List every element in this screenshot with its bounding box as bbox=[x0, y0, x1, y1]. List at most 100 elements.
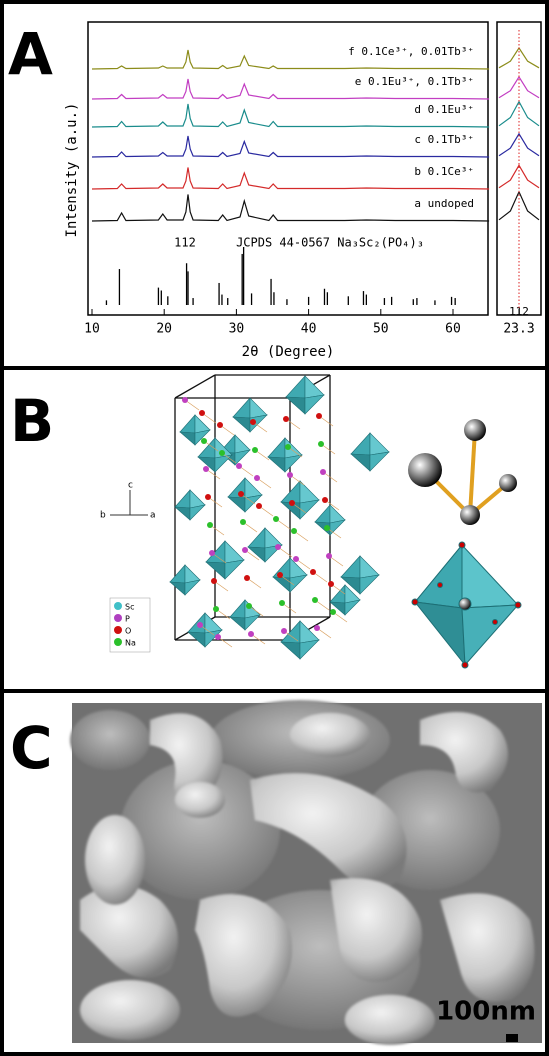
octahedron bbox=[225, 560, 244, 579]
sem-micrograph bbox=[70, 700, 542, 1045]
atom bbox=[322, 497, 328, 503]
x-axis-label: 2θ (Degree) bbox=[242, 344, 335, 360]
legend-label: c 0.1Tb³⁺ bbox=[414, 133, 474, 146]
legend-swatch bbox=[114, 626, 122, 634]
octahedron bbox=[268, 438, 285, 458]
octahedron bbox=[225, 541, 244, 563]
atom bbox=[254, 475, 260, 481]
octahedron bbox=[180, 415, 195, 433]
atom bbox=[310, 569, 316, 575]
octahedron bbox=[273, 577, 290, 592]
octahedron bbox=[190, 505, 205, 520]
atom bbox=[314, 625, 320, 631]
atom bbox=[293, 556, 299, 562]
atom bbox=[312, 597, 318, 603]
atom-legend: ScPONa bbox=[110, 598, 150, 652]
legend-label: a undoped bbox=[414, 197, 474, 210]
atom bbox=[207, 522, 213, 528]
atom bbox=[318, 441, 324, 447]
atom bbox=[246, 603, 252, 609]
x-tick-label: 40 bbox=[301, 322, 317, 337]
atom bbox=[182, 397, 188, 403]
atom bbox=[219, 450, 225, 456]
x-tick-label: 50 bbox=[373, 322, 389, 337]
octahedron bbox=[305, 376, 324, 398]
atom bbox=[291, 528, 297, 534]
octahedron bbox=[230, 617, 245, 630]
octahedron bbox=[170, 565, 185, 583]
atom bbox=[287, 472, 293, 478]
legend-swatch bbox=[114, 602, 122, 610]
legend-swatch bbox=[114, 638, 122, 646]
crystal-structure bbox=[170, 375, 389, 659]
octahedron bbox=[305, 395, 324, 414]
panel-label: A bbox=[8, 20, 53, 88]
atom bbox=[320, 469, 326, 475]
atom bbox=[275, 544, 281, 550]
octahedron bbox=[360, 575, 379, 594]
atom bbox=[281, 628, 287, 634]
atom bbox=[240, 519, 246, 525]
po4-cluster bbox=[408, 419, 517, 525]
atom bbox=[209, 550, 215, 556]
axis-label: c bbox=[128, 481, 133, 491]
axis-indicator bbox=[110, 490, 148, 515]
legend-label: e 0.1Eu³⁺, 0.1Tb³⁺ bbox=[355, 75, 474, 88]
sc-octahedron bbox=[412, 542, 521, 668]
octahedron bbox=[300, 640, 319, 659]
octahedron bbox=[170, 582, 185, 595]
atom bbox=[215, 634, 221, 640]
atom bbox=[236, 463, 242, 469]
inset-trace bbox=[499, 48, 539, 68]
atom bbox=[205, 494, 211, 500]
octahedron bbox=[180, 432, 195, 445]
legend-label: Sc bbox=[125, 603, 134, 612]
atom bbox=[277, 572, 283, 578]
atom bbox=[285, 444, 291, 450]
unit-cell-edge bbox=[175, 375, 215, 398]
octahedron bbox=[341, 556, 360, 578]
legend-label: O bbox=[125, 627, 131, 636]
octahedron bbox=[285, 455, 302, 472]
panel-label: B bbox=[10, 387, 54, 455]
octahedron bbox=[175, 490, 190, 508]
octahedron bbox=[286, 376, 305, 398]
atom bbox=[248, 631, 254, 637]
octahedron bbox=[175, 507, 190, 520]
octahedron bbox=[330, 520, 345, 535]
peak-label: 112 bbox=[174, 236, 196, 250]
atom bbox=[326, 553, 332, 559]
legend-label: b 0.1Ce³⁺ bbox=[414, 165, 474, 178]
atom bbox=[203, 466, 209, 472]
legend-label: P bbox=[125, 615, 130, 624]
atom bbox=[283, 416, 289, 422]
atom bbox=[279, 600, 285, 606]
atom bbox=[213, 606, 219, 612]
octahedron bbox=[268, 457, 285, 472]
octahedron bbox=[281, 642, 300, 659]
octahedron bbox=[235, 450, 250, 465]
atom bbox=[324, 525, 330, 531]
x-tick-label: 30 bbox=[229, 322, 245, 337]
octahedron bbox=[360, 556, 379, 578]
atom bbox=[316, 413, 322, 419]
octahedron bbox=[351, 433, 370, 455]
atom bbox=[256, 503, 262, 509]
x-tick-label: 10 bbox=[84, 322, 100, 337]
octahedron bbox=[315, 505, 330, 523]
octahedron bbox=[233, 417, 250, 432]
octahedron bbox=[185, 580, 200, 595]
octahedron bbox=[300, 500, 319, 519]
octahedron bbox=[370, 433, 389, 455]
octahedron bbox=[330, 585, 345, 603]
octahedron bbox=[248, 547, 265, 562]
atom bbox=[197, 622, 203, 628]
octahedron bbox=[230, 600, 245, 618]
octahedron bbox=[286, 397, 305, 414]
inset-tick-label: 23.3 bbox=[503, 322, 534, 337]
reference-label: JCPDS 44-0567 Na₃Sc₂(PO₄)₃ bbox=[236, 236, 424, 250]
y-axis-label: Intensity (a.u.) bbox=[64, 103, 80, 238]
legend-label: f 0.1Ce³⁺, 0.01Tb³⁺ bbox=[348, 45, 474, 58]
legend-swatch bbox=[114, 614, 122, 622]
scale-bar-label: 100nm bbox=[436, 997, 536, 1027]
